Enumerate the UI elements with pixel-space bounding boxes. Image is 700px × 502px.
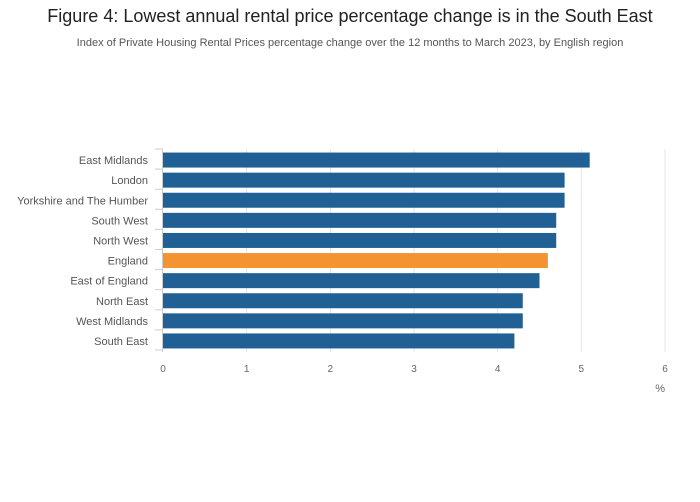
category-labels: East Midlands London Yorkshire and The Hum… <box>17 155 148 348</box>
bar-london[interactable] <box>163 172 565 188</box>
category-label: London <box>111 175 148 187</box>
category-label: North East <box>96 296 148 308</box>
category-label: England <box>108 256 148 268</box>
category-label: Yorkshire and The Humber <box>17 195 148 207</box>
category-label: East Midlands <box>79 155 149 167</box>
bar-north-east[interactable] <box>163 293 523 309</box>
category-label: West Midlands <box>76 316 148 328</box>
bar-yorkshire-and-the-humber[interactable] <box>163 192 565 208</box>
category-label: South West <box>91 215 148 227</box>
category-label: South East <box>94 336 148 348</box>
chart-subtitle: Index of Private Housing Rental Prices p… <box>76 37 624 49</box>
x-axis-unit-label: % <box>655 383 665 395</box>
x-tick-label: 6 <box>662 364 668 375</box>
bar-west-midlands[interactable] <box>163 313 523 329</box>
x-tick-label: 4 <box>495 364 501 375</box>
bars <box>163 152 590 349</box>
x-axis-ticks: 0 1 2 3 4 5 6 <box>160 364 668 375</box>
bar-south-east[interactable] <box>163 333 515 349</box>
bar-east-midlands[interactable] <box>163 152 590 168</box>
bar-england[interactable] <box>163 253 548 269</box>
category-label: North West <box>93 235 148 247</box>
x-tick-label: 5 <box>579 364 585 375</box>
bar-east-of-england[interactable] <box>163 273 540 289</box>
category-label: East of England <box>70 276 148 288</box>
x-tick-label: 1 <box>244 364 250 375</box>
x-tick-label: 3 <box>411 364 417 375</box>
x-tick-label: 2 <box>328 364 334 375</box>
chart-title: Figure 4: Lowest annual rental price per… <box>47 6 653 26</box>
x-tick-label: 0 <box>160 364 166 375</box>
bar-north-west[interactable] <box>163 232 557 248</box>
bar-south-west[interactable] <box>163 212 557 228</box>
